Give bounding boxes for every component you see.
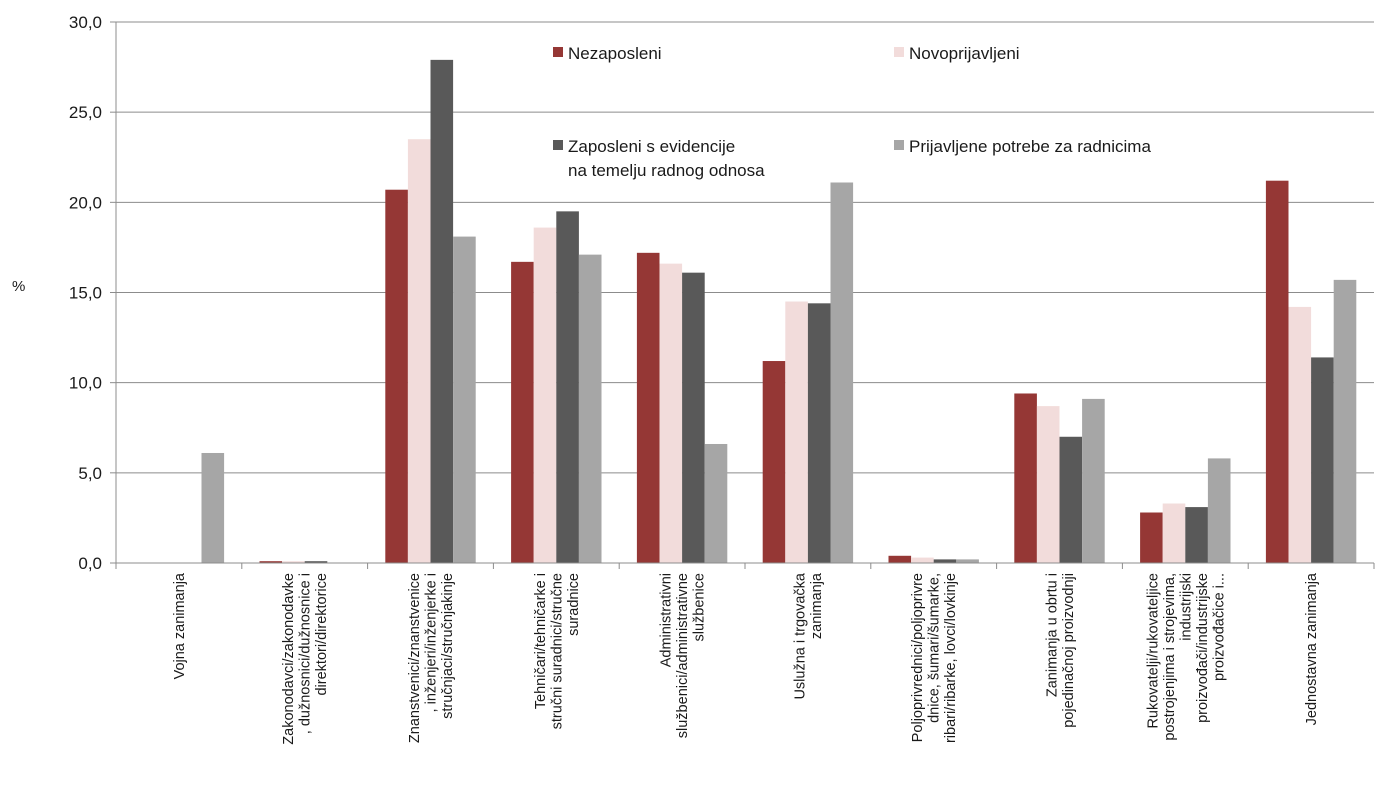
legend-entry: Zaposleni s evidencije na temelju radnog … [553, 137, 765, 180]
x-tick-label: proizvođačice i... [1211, 573, 1227, 681]
bar [1036, 406, 1060, 563]
bar [578, 254, 602, 563]
x-tick-label: Poljoprivrednici/poljoprivre [910, 573, 926, 742]
x-tick-label: Vojna zanimanja [172, 572, 188, 679]
x-tick-label: Rukovatelji/rukovateljice [1145, 573, 1161, 729]
y-tick-label: 0,0 [78, 554, 102, 573]
legend-label: Prijavljene potrebe za radnicima [909, 137, 1151, 156]
x-tick-label: ribari/ribarke, lovci/lovkinje [943, 573, 959, 743]
legend: Nezaposleni Novoprijavljeni Zaposleni s ev… [553, 44, 1151, 180]
y-tick-label: 20,0 [69, 193, 102, 212]
bar [1082, 398, 1105, 563]
x-tick-label: Jednostavna zanimanja [1304, 572, 1320, 725]
legend-label: Nezaposleni [568, 44, 662, 63]
x-tick-label: Administrativni [659, 573, 675, 667]
x-tick-label: Znanstvenici/znanstvenice [407, 573, 423, 743]
x-tick-label: dnice, šumari/šumarke, [927, 573, 943, 723]
x-tick-label: stručnjaci/stručnjakinje [440, 573, 456, 719]
bar [453, 236, 476, 563]
legend-swatch [894, 47, 904, 57]
x-tick-label: pojedinačnoj proizvodnji [1061, 573, 1077, 728]
bar [1207, 458, 1231, 563]
y-axis: 0,0 5,0 10,0 15,0 20,0 25,0 30,0 [69, 13, 117, 573]
legend-label: na temelju radnog odnosa [568, 161, 765, 180]
x-tick-label: službenici/administrativne [675, 573, 691, 738]
bar [888, 555, 912, 563]
bar [933, 559, 957, 563]
x-tick-label: , dužnosnici/dužnosnice i [298, 573, 314, 734]
x-tick-label: , inženjeri/inženjerke i [424, 573, 440, 712]
bar [511, 261, 534, 563]
bar [785, 301, 808, 563]
x-tick-label: službenice [692, 573, 708, 642]
bar [201, 452, 225, 563]
x-tick-label: direktori/direktorice [314, 573, 330, 696]
bar [1288, 306, 1312, 563]
x-tick-label: Zanimanja u obrtu i [1044, 573, 1060, 697]
legend-label: Zaposleni s evidencije [568, 137, 735, 156]
bar [1333, 279, 1357, 563]
bar [430, 59, 454, 564]
legend-entry: Prijavljene potrebe za radnicima [894, 137, 1151, 156]
bar [636, 252, 660, 563]
bar [304, 561, 328, 563]
bar [407, 139, 431, 563]
y-tick-label: 25,0 [69, 103, 102, 122]
x-axis: Vojna zanimanja Zakonodavci/zakonodavke, … [115, 562, 1375, 745]
bar [533, 227, 557, 563]
bar [556, 211, 579, 563]
legend-entry: Novoprijavljeni [894, 44, 1020, 63]
bar [1185, 507, 1208, 563]
legend-entry: Nezaposleni [553, 44, 662, 63]
bar [704, 443, 728, 563]
bar [807, 303, 831, 563]
y-tick-label: 5,0 [78, 464, 102, 483]
legend-swatch [894, 140, 904, 150]
bar [282, 561, 305, 563]
x-tick-label: Uslužna i trgovačka [793, 572, 809, 699]
x-tick-label: stručni suradnici/stručne [549, 573, 565, 729]
legend-swatch [553, 140, 563, 150]
bar [1265, 180, 1289, 563]
bar [830, 182, 854, 563]
legend-label: Novoprijavljeni [909, 44, 1020, 63]
x-tick-label: Zakonodavci/zakonodavke [281, 573, 297, 745]
legend-swatch [553, 47, 563, 57]
x-tick-label: industrijski [1178, 573, 1194, 641]
x-tick-label: Tehničari/tehničarke i [533, 573, 549, 709]
bar [911, 557, 934, 563]
bar [1311, 357, 1334, 563]
bar [1140, 512, 1163, 563]
bar [956, 559, 979, 563]
x-tick-label: postrojenjima i strojevima, [1162, 573, 1178, 741]
bar [682, 272, 705, 563]
x-tick-label: zanimanja [809, 572, 825, 639]
bars [201, 59, 1357, 564]
bar [659, 263, 683, 563]
y-axis-label: % [12, 278, 25, 295]
bar [762, 361, 786, 563]
bar [1162, 503, 1186, 563]
bar [1014, 393, 1037, 563]
gridlines [116, 21, 1374, 474]
x-tick-label: proizvođači/industrijske [1195, 573, 1211, 723]
y-tick-label: 15,0 [69, 284, 102, 303]
y-tick-label: 30,0 [69, 13, 102, 32]
bar [259, 561, 283, 563]
bar [385, 189, 408, 563]
y-tick-label: 10,0 [69, 374, 102, 393]
x-tick-label: suradnice [566, 573, 582, 636]
bar [1059, 436, 1083, 563]
